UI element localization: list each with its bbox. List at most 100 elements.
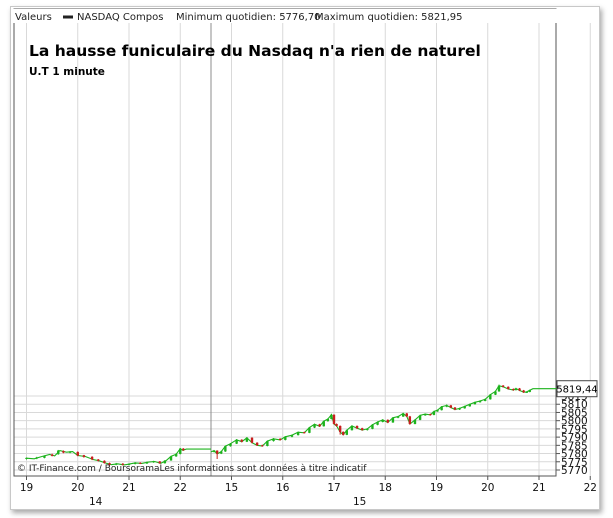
last-value-label: 5819,44: [556, 385, 597, 396]
candle-body-2: [43, 456, 46, 458]
candle-body-94: [528, 390, 531, 392]
candle-body-50: [332, 414, 336, 424]
candle-body-52: [338, 425, 342, 432]
candle-body-65: [401, 413, 405, 417]
candle-body-39: [278, 438, 282, 440]
x-tick-label-0: 19: [20, 482, 33, 494]
x-tick-label-2: 21: [122, 482, 135, 494]
candle-body-42: [296, 432, 300, 436]
y-tick-label-3: 5785: [561, 440, 588, 452]
candle-body-45: [313, 424, 316, 428]
price-series: [26, 385, 565, 466]
candle-body-75: [445, 405, 448, 407]
x-tick-label-7: 18: [379, 482, 392, 494]
candle-body-55: [350, 425, 354, 431]
candle-body-90: [514, 388, 518, 391]
x-tick-label-8: 19: [430, 482, 443, 494]
candle-body-9: [90, 456, 94, 460]
chart-subtitle: U.T 1 minute: [29, 66, 105, 78]
candle-body-1: [35, 457, 38, 459]
candle-body-28: [220, 451, 223, 454]
candle-body-15: [127, 463, 131, 465]
grid-lines: [14, 23, 591, 476]
x-tick-label-6: 17: [327, 482, 340, 494]
candle-body-86: [497, 385, 501, 392]
candle-body-76: [449, 405, 453, 408]
last-value-badge: 5819,44: [556, 380, 598, 398]
candle-body-29: [224, 446, 227, 452]
y-tick-label-2: 5780: [561, 449, 588, 461]
x-axis-ticks: 19 20 21 22 15 16 17 18 19 20 21 22 14 15: [20, 476, 597, 508]
candle-body-73: [436, 410, 439, 412]
candle-body-62: [386, 419, 390, 423]
chart-frame: [10, 6, 600, 510]
y-axis-ticks: 5770577557805785579057955800580558105815: [556, 391, 588, 477]
candle-body-69: [418, 415, 422, 420]
candle-body-81: [473, 402, 477, 405]
candle-body-25: [182, 448, 185, 451]
candle-body-82: [478, 400, 482, 403]
plot-area-border: [13, 8, 557, 477]
candle-body-37: [266, 441, 269, 446]
candle-body-93: [525, 391, 528, 393]
candle-body-53: [342, 431, 345, 435]
candle-body-22: [169, 456, 173, 461]
y-tick-label-5: 5795: [561, 424, 588, 436]
header-min-label: Minimum quotidien: 5776,70: [176, 12, 321, 23]
candle-body-63: [391, 417, 395, 423]
candle-body-79: [463, 406, 466, 409]
y-tick-label-7: 5805: [561, 407, 588, 419]
y-tick-label-1: 5775: [561, 457, 588, 469]
series-legend-swatch: [63, 15, 73, 19]
candle-body-21: [163, 460, 167, 464]
candle-body-57: [360, 428, 364, 431]
candle-body-77: [453, 407, 457, 410]
candle-body-40: [284, 436, 287, 440]
candle-body-56: [355, 425, 359, 429]
candle-body-27: [215, 450, 219, 454]
candle-body-46: [318, 424, 321, 427]
candle-body-68: [413, 419, 417, 424]
candle-body-87: [501, 385, 505, 387]
candle-body-7: [76, 451, 79, 456]
chart-footer-credit: © IT-Finance.com / BoursoramaLes informa…: [17, 463, 367, 474]
x-tick-label-11: 22: [584, 482, 597, 494]
candle-body-64: [396, 416, 400, 418]
candle-marks: [25, 384, 531, 466]
candle-body-54: [345, 430, 349, 435]
candle-body-59: [371, 424, 374, 429]
candle-body-8: [82, 455, 86, 457]
candle-body-17: [139, 462, 142, 464]
chart-title: La hausse funiculaire du Nasdaq n'a rien…: [29, 42, 481, 60]
candle-body-36: [261, 445, 264, 447]
x-tick-label-3: 22: [174, 482, 187, 494]
candle-body-31: [235, 439, 238, 444]
candle-body-74: [440, 406, 443, 411]
y-tick-label-0: 5770: [561, 465, 588, 477]
candle-body-70: [424, 414, 427, 416]
candle-body-18: [145, 462, 149, 464]
candle-body-34: [250, 437, 254, 443]
x-tick-label-1: 20: [71, 482, 84, 494]
candle-body-10: [97, 459, 100, 461]
candle-body-6: [68, 451, 72, 453]
candle-body-12: [108, 463, 111, 465]
candle-body-5: [62, 451, 65, 453]
candle-body-85: [494, 391, 497, 395]
candle-body-89: [512, 388, 515, 391]
candle-body-58: [366, 428, 369, 431]
candle-body-47: [322, 421, 325, 427]
candle-body-14: [121, 463, 125, 465]
candle-body-51: [335, 423, 338, 426]
header-max-label: Maximum quotidien: 5821,95: [315, 12, 462, 23]
candle-body-78: [458, 408, 461, 410]
header-series-label: NASDAQ Compos: [77, 12, 163, 23]
candle-body-0: [25, 457, 28, 459]
candle-body-3: [50, 454, 54, 456]
candle-body-23: [174, 454, 178, 457]
candle-body-83: [483, 399, 487, 401]
y-tick-label-6: 5800: [561, 416, 588, 428]
candle-body-19: [152, 461, 155, 463]
candle-body-13: [114, 463, 118, 465]
